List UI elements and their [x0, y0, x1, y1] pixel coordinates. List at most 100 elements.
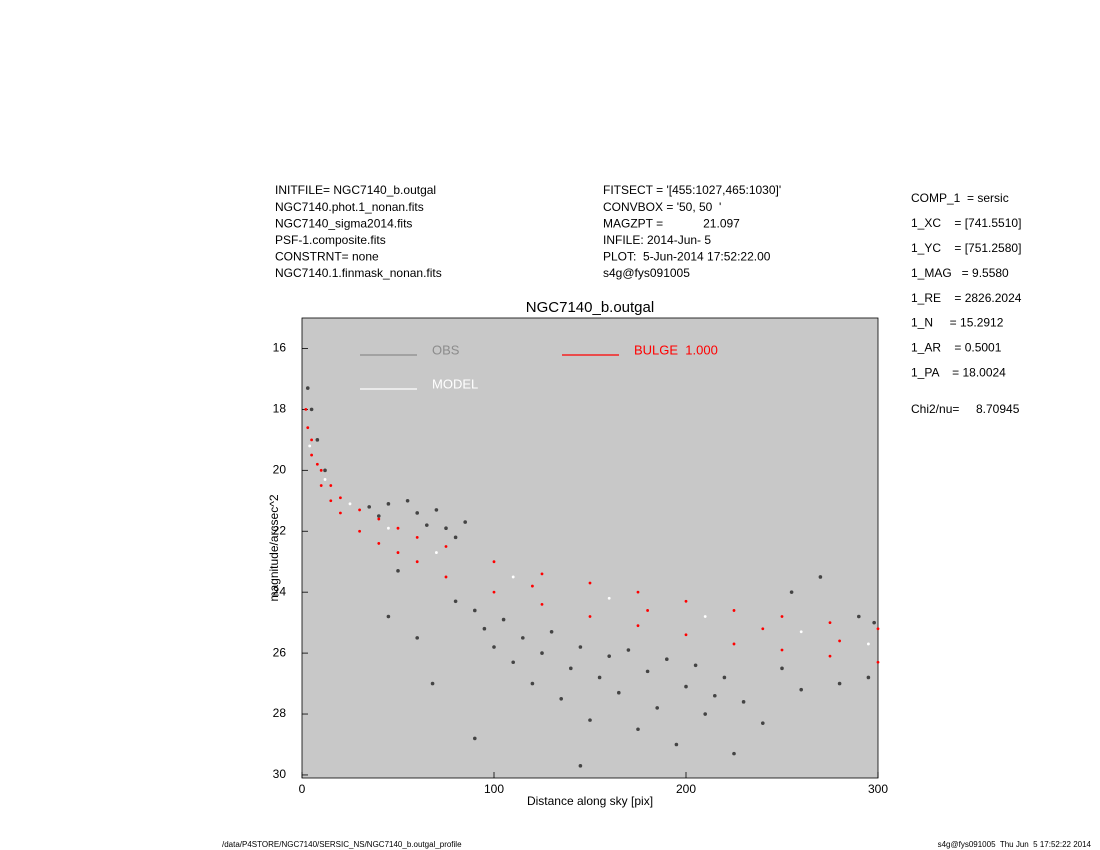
data-point	[684, 599, 688, 603]
data-point	[732, 751, 736, 756]
data-point	[872, 620, 876, 625]
data-point	[761, 721, 765, 725]
data-point	[377, 542, 381, 545]
y-tick-label: 28	[273, 706, 287, 720]
data-point	[569, 666, 573, 671]
info-line: PSF-1.composite.fits	[275, 233, 386, 247]
data-point	[310, 438, 313, 442]
data-point	[876, 660, 880, 664]
data-point	[323, 478, 327, 481]
data-point	[396, 551, 400, 554]
data-point	[463, 520, 468, 524]
data-point	[780, 666, 784, 671]
data-point	[415, 535, 419, 539]
chi2-label: Chi2/nu=	[911, 402, 959, 416]
x-tick-label: 200	[676, 782, 696, 796]
legend-label: OBS	[432, 342, 460, 357]
y-axis-label: magnitude/arcsec^2	[267, 494, 281, 601]
data-point	[473, 608, 477, 613]
data-point	[578, 645, 583, 649]
y-tick-label: 30	[273, 767, 287, 781]
data-point	[310, 453, 313, 457]
y-tick-label: 18	[273, 402, 287, 416]
data-point	[732, 642, 736, 646]
fit-parameter: 1_YC = [751.2580]	[911, 241, 1021, 255]
data-point	[329, 499, 333, 503]
data-point	[866, 675, 871, 680]
data-point	[876, 627, 880, 631]
data-point	[521, 636, 525, 640]
data-point	[780, 648, 784, 652]
data-point	[482, 626, 487, 631]
data-point	[415, 636, 420, 640]
y-tick-label: 26	[273, 645, 287, 659]
data-point	[588, 718, 592, 722]
legend-label: BULGE 1.000	[634, 342, 718, 357]
data-point	[828, 621, 832, 625]
data-point	[818, 575, 823, 579]
data-point	[434, 508, 439, 512]
data-point	[511, 660, 515, 665]
data-point	[799, 687, 803, 692]
chart-title: NGC7140_b.outgal	[526, 299, 654, 316]
data-point	[306, 426, 310, 430]
data-point	[315, 462, 319, 466]
data-point	[780, 615, 784, 618]
data-point	[607, 654, 611, 658]
data-point	[607, 596, 611, 600]
footer-right: s4g@fys091005 Thu Jun 5 17:52:22 2014	[938, 840, 1092, 849]
info-line: PLOT: 5-Jun-2014 17:52:22.00	[603, 250, 771, 264]
data-point	[684, 633, 688, 637]
data-point	[617, 690, 621, 695]
data-point	[405, 498, 410, 503]
data-point	[473, 736, 477, 741]
x-tick-label: 0	[299, 782, 306, 796]
data-point	[501, 617, 506, 622]
data-point	[425, 523, 429, 527]
data-point	[444, 575, 448, 579]
data-point	[838, 639, 841, 643]
info-line: INFILE: 2014-Jun- 5	[603, 233, 711, 247]
fit-parameter: 1_RE = 2826.2024	[911, 291, 1022, 305]
x-axis-label: Distance along sky [pix]	[527, 794, 653, 808]
data-point	[304, 407, 308, 411]
info-line: CONVBOX = '50, 50 '	[603, 200, 721, 214]
data-point	[415, 511, 420, 515]
data-point	[492, 645, 496, 649]
data-point	[540, 602, 544, 606]
info-line: s4g@fys091005	[603, 266, 690, 280]
data-point	[377, 517, 381, 521]
data-point	[329, 484, 333, 487]
data-point	[358, 508, 361, 512]
data-point	[645, 669, 650, 674]
data-point	[626, 648, 631, 652]
data-point	[837, 681, 842, 686]
data-point	[531, 584, 534, 588]
data-point	[453, 599, 458, 604]
data-point	[386, 502, 391, 506]
fit-parameter: 1_XC = [741.5510]	[911, 216, 1021, 230]
data-point	[646, 609, 649, 612]
data-point	[674, 742, 679, 747]
data-point	[789, 590, 794, 594]
data-point	[435, 551, 438, 554]
data-point	[323, 468, 327, 473]
data-point	[339, 496, 342, 500]
data-point	[396, 569, 400, 573]
data-point	[367, 505, 372, 509]
data-point	[867, 642, 870, 646]
data-point	[453, 535, 458, 540]
info-line: FITSECT = '[455:1027,465:1030]'	[603, 183, 781, 197]
footer-left: /data/P4STORE/NGC7140/SERSIC_NS/NGC7140_…	[222, 840, 462, 849]
data-point	[761, 627, 765, 631]
data-point	[339, 511, 342, 515]
data-point	[857, 614, 861, 619]
data-point	[722, 675, 727, 680]
data-point	[588, 581, 592, 585]
data-point	[713, 693, 717, 698]
legend-label: MODEL	[432, 376, 478, 391]
data-point	[703, 615, 707, 618]
chi2-value: 8.70945	[976, 402, 1020, 416]
